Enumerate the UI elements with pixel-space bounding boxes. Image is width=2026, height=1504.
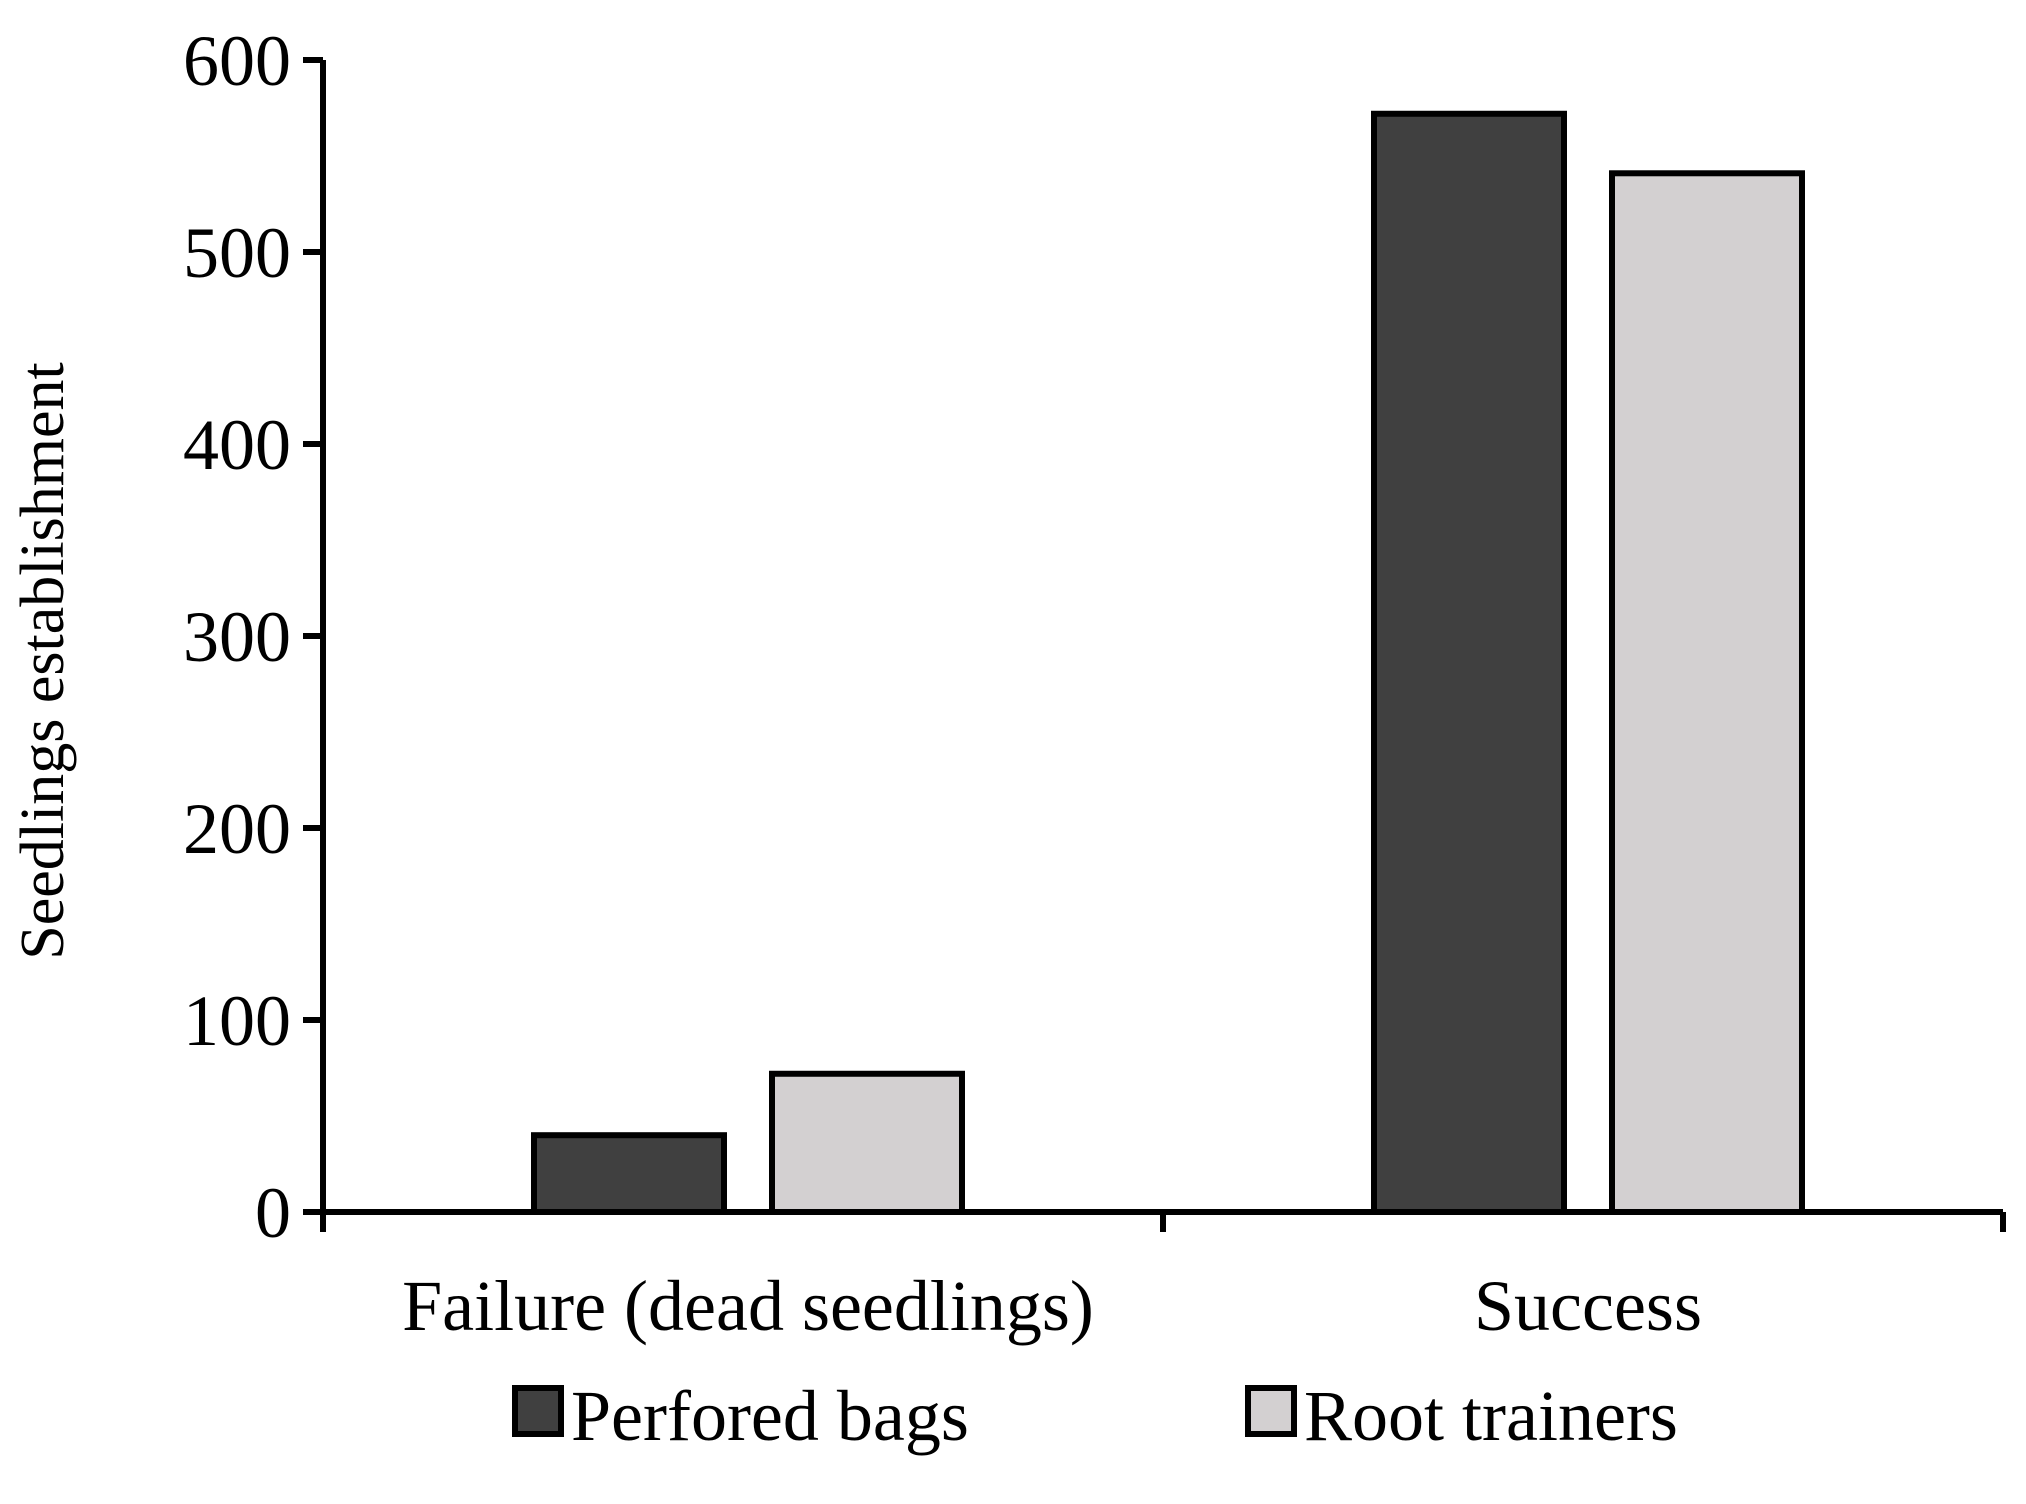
y-tick-label: 0 bbox=[255, 1173, 291, 1253]
y-tick-label: 600 bbox=[183, 21, 291, 101]
y-ticks: 0 100 200 300 400 500 600 bbox=[183, 21, 323, 1253]
legend-swatch bbox=[512, 1385, 564, 1437]
legend-label: Root trainers bbox=[1304, 1376, 1678, 1456]
bars-layer bbox=[531, 110, 1805, 1216]
bar-root-trainers bbox=[1609, 170, 1805, 1215]
axes-layer bbox=[303, 60, 2003, 1232]
category-label: Failure (dead seedlings) bbox=[402, 1266, 1094, 1346]
category-labels: Failure (dead seedlings) Success bbox=[402, 1266, 1702, 1346]
y-tick-label: 100 bbox=[183, 981, 291, 1061]
category-label: Success bbox=[1474, 1266, 1702, 1346]
legend-swatch bbox=[1245, 1385, 1297, 1437]
y-tick-label: 400 bbox=[183, 405, 291, 485]
y-tick-label: 500 bbox=[183, 213, 291, 293]
bar-perfored-bags bbox=[1371, 110, 1567, 1215]
bar-perfored-bags bbox=[531, 1132, 727, 1215]
legend: Perfored bags Root trainers bbox=[512, 1376, 1678, 1456]
y-axis-title: Seedlings establishment bbox=[9, 362, 77, 960]
bar-root-trainers bbox=[769, 1070, 965, 1216]
y-tick-label: 300 bbox=[183, 597, 291, 677]
legend-label: Perfored bags bbox=[571, 1376, 969, 1456]
x-ticks bbox=[1160, 1212, 2006, 1232]
y-tick-label: 200 bbox=[183, 789, 291, 869]
